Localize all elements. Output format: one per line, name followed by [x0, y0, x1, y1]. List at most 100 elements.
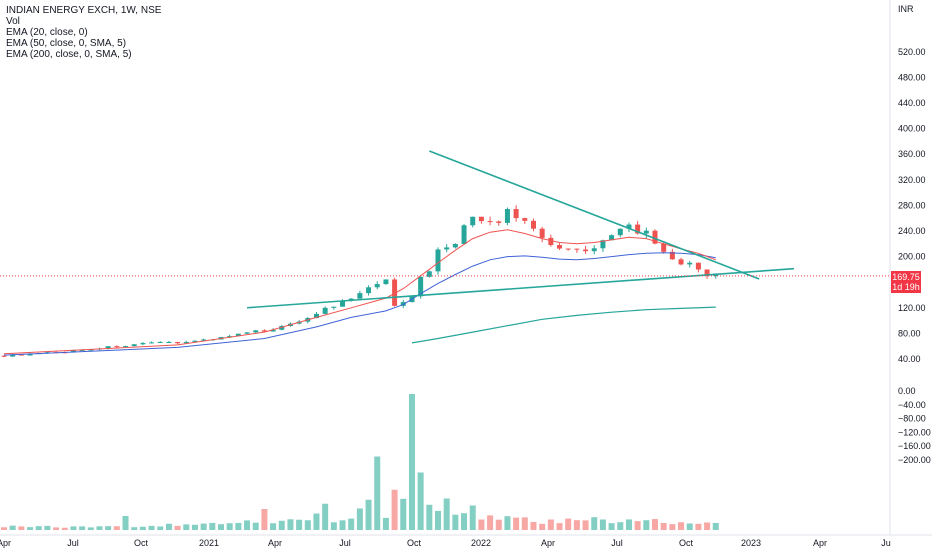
volume-bar — [87, 527, 94, 530]
candle-body — [340, 300, 346, 307]
price-tick-label: −40.00 — [898, 400, 926, 410]
candle-body — [244, 332, 250, 334]
volume-bar — [660, 522, 667, 530]
price-tick-label: 200.00 — [898, 252, 926, 262]
candle-body — [261, 330, 267, 332]
volume-bar — [513, 517, 520, 530]
time-tick-label: 2023 — [741, 538, 761, 548]
candle-body — [279, 326, 285, 330]
volume-bar — [556, 523, 563, 530]
volume-bar — [322, 503, 329, 530]
volume-bar — [35, 526, 42, 530]
candle-body — [227, 336, 233, 338]
lower-trendline[interactable] — [246, 267, 794, 309]
symbol-title[interactable]: INDIAN ENERGY EXCH, 1W, NSE — [6, 5, 162, 16]
time-tick-label: Apr — [268, 538, 282, 548]
volume-bar — [252, 522, 259, 530]
candle-body — [678, 259, 684, 265]
candle-body — [652, 230, 658, 244]
volume-bar — [113, 526, 120, 530]
volume-bar — [487, 515, 494, 530]
candle-body — [478, 216, 484, 222]
candle-body — [392, 279, 398, 306]
volume-bar — [643, 520, 650, 530]
volume-bar — [469, 505, 476, 530]
price-tick-label: 440.00 — [898, 98, 926, 108]
volume-bar — [678, 522, 685, 530]
candle-body — [704, 269, 710, 277]
candle-body — [574, 248, 580, 250]
volume-bar — [191, 524, 198, 530]
candle-body — [270, 329, 276, 332]
price-tick-label: −160.00 — [898, 441, 931, 451]
volume-bar — [565, 518, 572, 530]
volume-bar — [443, 498, 450, 530]
price-tick-label: 320.00 — [898, 175, 926, 185]
candle-body — [530, 220, 536, 229]
volume-bar — [218, 524, 224, 530]
candle-body — [253, 330, 259, 333]
time-tick-label: Apr — [0, 538, 11, 548]
volume-bar — [704, 522, 711, 530]
volume-bar — [139, 526, 146, 530]
ema20-line[interactable] — [3, 229, 716, 355]
price-tick-label: 0.00 — [898, 386, 916, 396]
volume-bar — [1, 527, 7, 530]
volume-bar — [712, 522, 719, 530]
price-tick-label: −80.00 — [898, 414, 926, 424]
volume-bar — [27, 527, 34, 530]
currency-label: INR — [898, 4, 914, 14]
price-axis[interactable]: 520.00 480.00 440.00 400.00 360.00 320.00 280.… — [898, 47, 931, 465]
price-tick-label: 280.00 — [898, 200, 926, 210]
volume-bar — [304, 520, 311, 530]
candle-body — [140, 343, 146, 345]
candle-body — [539, 228, 545, 238]
volume-bar — [200, 523, 207, 530]
volume-bar — [122, 516, 129, 530]
volume-bar — [270, 523, 277, 530]
volume-bar — [426, 504, 433, 530]
volume-bar — [495, 519, 502, 530]
volume-bar — [539, 523, 546, 530]
candle-body — [513, 209, 519, 219]
volume-bar — [61, 527, 68, 530]
volume-bar — [669, 524, 676, 530]
price-tick-label: 400.00 — [898, 124, 926, 134]
volume-bar — [478, 519, 485, 530]
candle-body — [565, 248, 571, 250]
last-price-value: 169.75 — [892, 272, 920, 282]
volume-bar — [382, 517, 389, 530]
time-tick-label: Oct — [134, 538, 149, 548]
ema200-indicator-label[interactable]: EMA (200, close, 0, SMA, 5) — [6, 49, 132, 60]
ema50-line[interactable] — [3, 252, 716, 356]
time-tick-label: Oct — [679, 538, 694, 548]
volume-bar — [530, 521, 537, 530]
candle-body — [400, 302, 406, 306]
volume-bar — [400, 498, 407, 530]
candle-body — [635, 224, 641, 234]
upper-trendline[interactable] — [429, 150, 760, 280]
volume-indicator-label[interactable]: Vol — [6, 16, 20, 27]
volume-bar — [296, 519, 303, 530]
time-tick-label: Jul — [611, 538, 623, 548]
volume-bar — [165, 523, 172, 530]
ema200-line[interactable] — [411, 306, 716, 344]
ema50-indicator-label[interactable]: EMA (50, close, 0, SMA, 5) — [6, 38, 127, 49]
volume-bar — [278, 520, 285, 530]
price-tick-label: 240.00 — [898, 226, 926, 236]
candle-body — [374, 284, 380, 288]
candle-body — [522, 218, 528, 221]
ema20-indicator-label[interactable]: EMA (20, close, 0) — [6, 27, 88, 38]
candle-body — [201, 339, 207, 341]
time-axis[interactable]: Apr Jul Oct 2021 Apr Jul Oct 2022 Apr Jul Oct 2023 A… — [0, 538, 891, 548]
volume-bar — [131, 527, 138, 530]
price-tick-label: 480.00 — [898, 72, 926, 82]
price-tick-label: 120.00 — [898, 303, 926, 313]
volume-bar — [183, 524, 190, 530]
candle-body — [88, 349, 94, 351]
candle-body — [357, 293, 363, 299]
volume-bar — [365, 499, 372, 530]
candle-body — [383, 279, 389, 285]
volume-bar — [96, 526, 103, 530]
